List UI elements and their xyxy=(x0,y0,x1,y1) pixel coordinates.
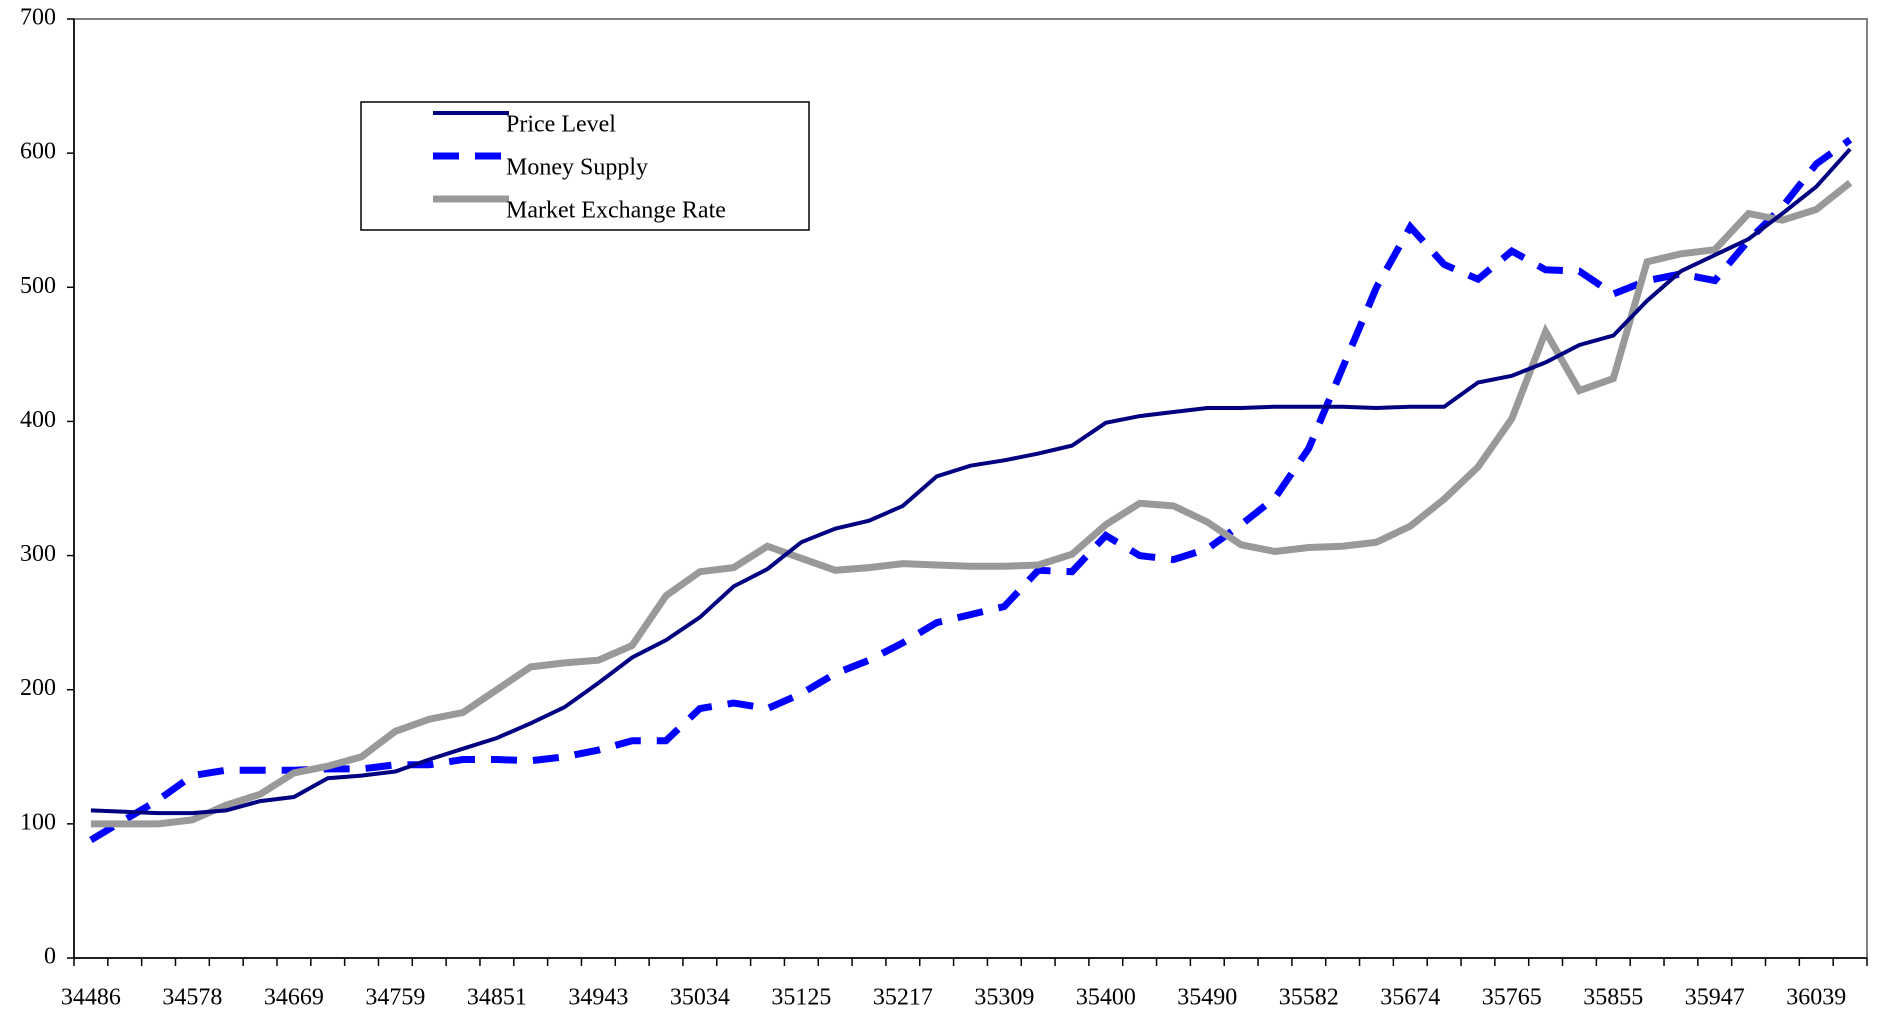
y-tick-label: 200 xyxy=(20,675,56,701)
y-tick-label: 0 xyxy=(44,944,56,970)
x-tick-label: 34486 xyxy=(61,985,121,1011)
x-tick-label: 35674 xyxy=(1380,985,1440,1011)
x-tick-label: 35490 xyxy=(1177,985,1237,1011)
plot-area xyxy=(73,18,1868,959)
y-tick-label: 500 xyxy=(20,273,56,299)
x-tick-label: 35034 xyxy=(670,985,730,1011)
x-tick-label: 34669 xyxy=(264,985,324,1011)
x-tick-label: 35125 xyxy=(771,985,831,1011)
x-tick-label: 34851 xyxy=(467,985,527,1011)
x-tick-label: 35947 xyxy=(1685,985,1745,1011)
legend-label: Market Exchange Rate xyxy=(506,198,726,224)
x-tick-label: 35217 xyxy=(873,985,933,1011)
y-tick-label: 100 xyxy=(20,809,56,835)
y-tick-label: 300 xyxy=(20,541,56,567)
legend-label: Price Level xyxy=(506,112,616,138)
x-tick-label: 35400 xyxy=(1076,985,1136,1011)
x-tick-label: 36039 xyxy=(1786,985,1846,1011)
x-tick-label: 35309 xyxy=(974,985,1034,1011)
legend-label: Money Supply xyxy=(506,155,648,181)
series-line xyxy=(90,179,1853,828)
x-tick-label: 34759 xyxy=(365,985,425,1011)
x-tick-label: 35582 xyxy=(1279,985,1339,1011)
y-tick-label: 400 xyxy=(20,407,56,433)
x-tick-label: 34943 xyxy=(568,985,628,1011)
legend-box xyxy=(360,101,810,231)
x-tick-label: 35765 xyxy=(1482,985,1542,1011)
x-tick-label: 35855 xyxy=(1583,985,1643,1011)
legend: Price Level Money Supply Market Exchange R… xyxy=(360,101,810,231)
x-tick-label: 34578 xyxy=(162,985,222,1011)
series-line xyxy=(89,136,1853,844)
y-tick-label: 600 xyxy=(20,139,56,165)
y-tick-label: 700 xyxy=(20,5,56,31)
series-line xyxy=(90,147,1852,816)
